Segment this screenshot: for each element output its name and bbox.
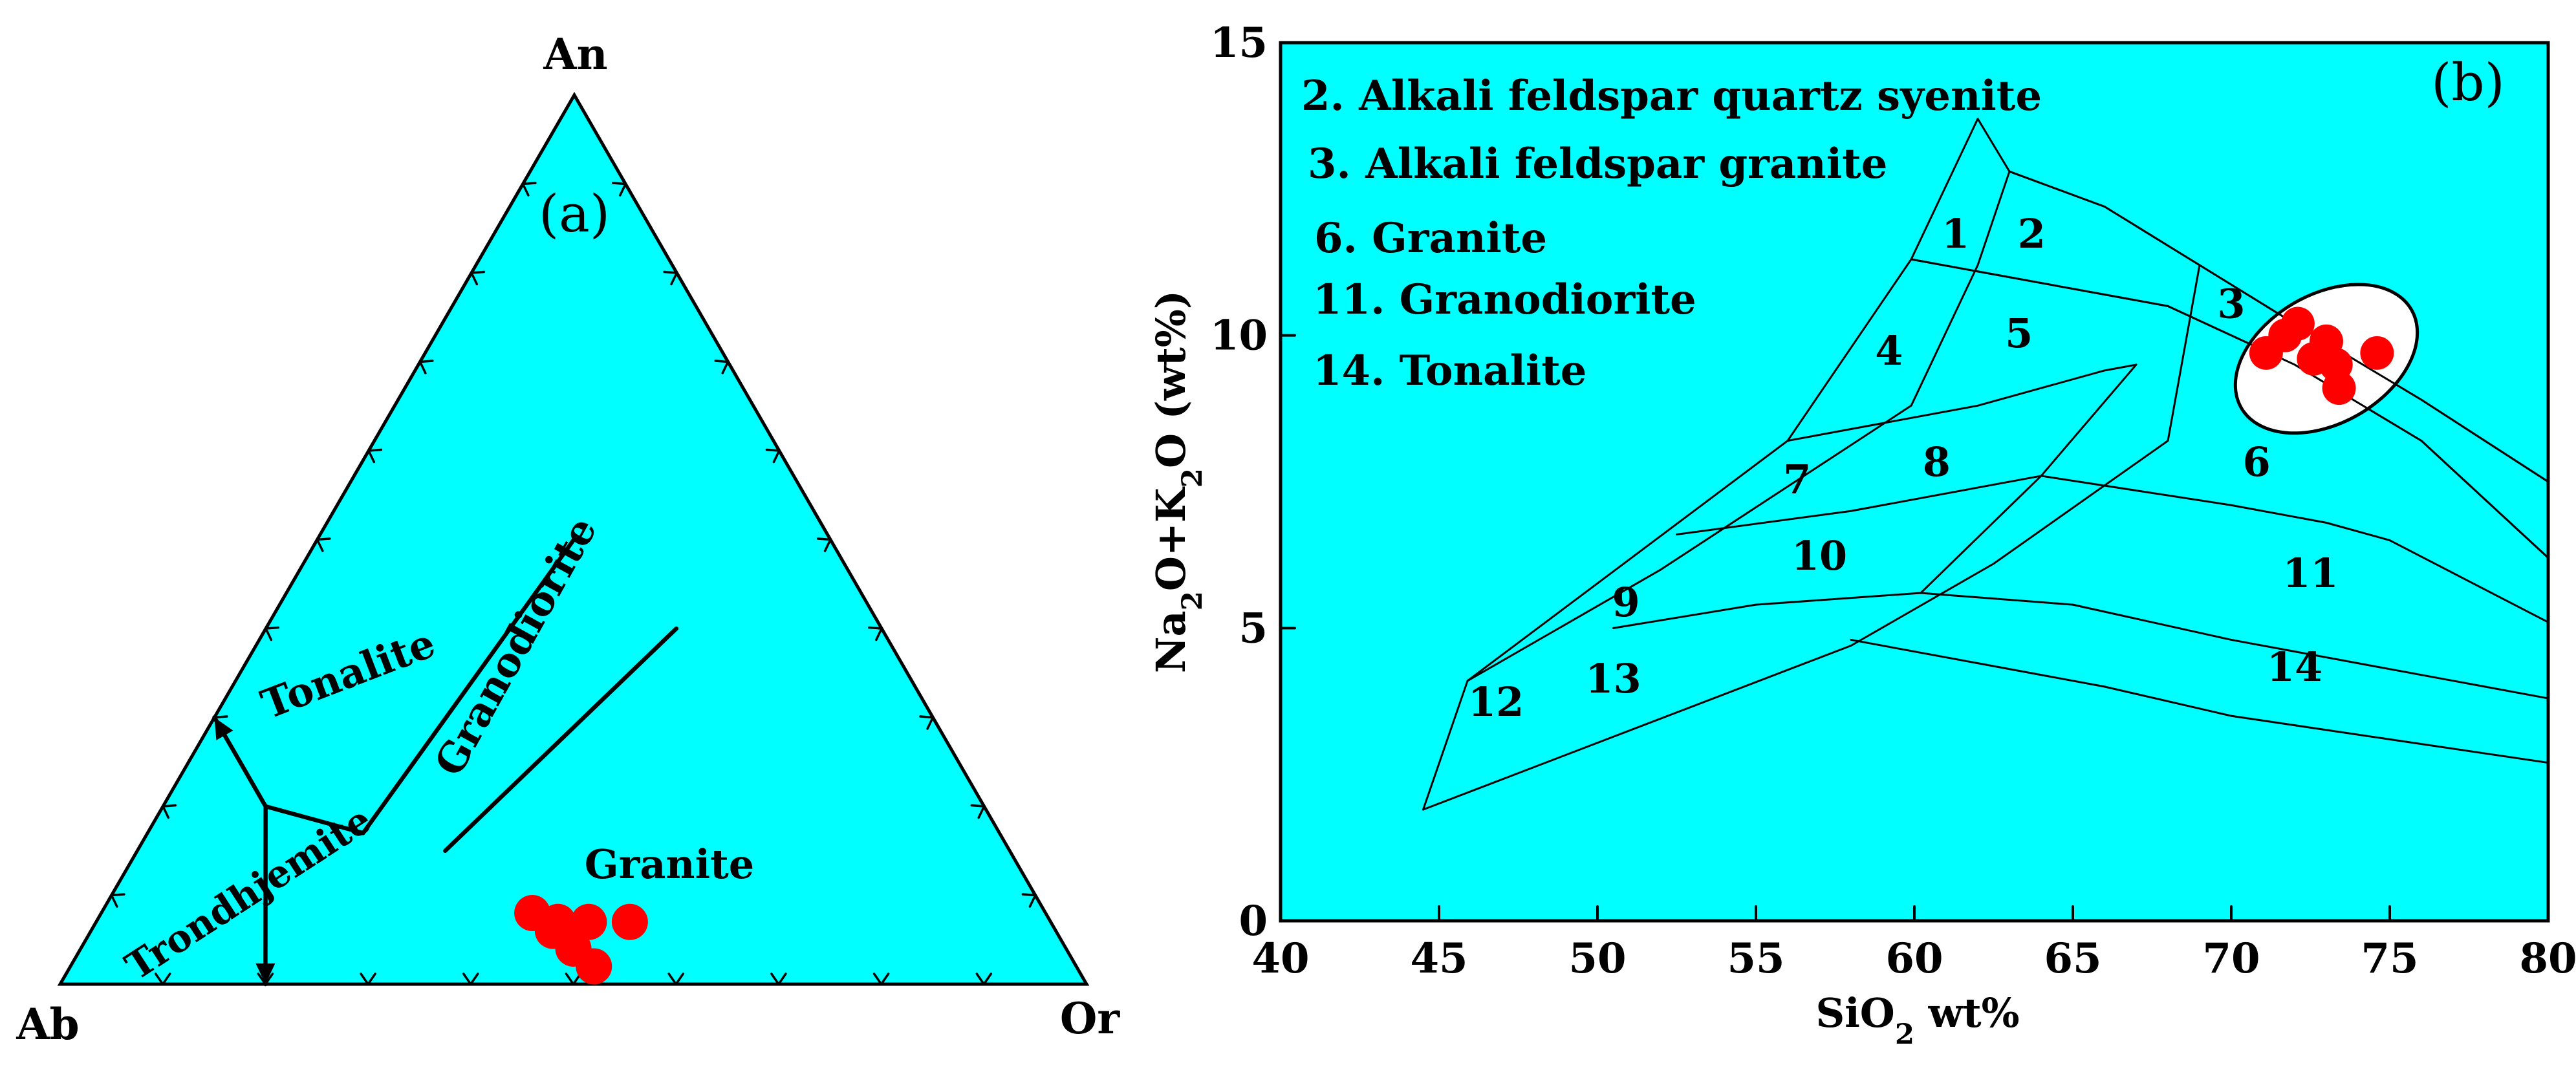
ternary-panel: (a) An Ab Or Tonalite Granodiorite Trond… (16, 29, 1120, 1049)
scatter-data-point (2322, 371, 2356, 405)
field-number-label: 11 (2282, 550, 2338, 597)
field-boundary-overlay (2008, 170, 2549, 483)
ternary-tick (868, 626, 883, 641)
field-boundary (1422, 118, 2011, 811)
ternary-tick (816, 537, 832, 552)
field-boundary (1850, 638, 2549, 764)
ternary-data-point (570, 903, 607, 940)
scatter-data-point (2360, 336, 2394, 370)
y-tick-label: 0 (1239, 897, 1268, 945)
ternary-tick (612, 182, 627, 197)
field-boundary (1920, 363, 2138, 594)
legend-entry: 3. Alkali feldspar granite (1308, 140, 1887, 188)
vertex-label-or: Or (1060, 993, 1120, 1044)
scatter-panel-label: (b) (2431, 52, 2505, 113)
field-number-label: 2 (2018, 210, 2046, 257)
x-axis-title: SiO2 wt% (1815, 989, 2019, 1051)
field-number-label: 13 (1585, 655, 1641, 702)
ternary-tick (1021, 893, 1037, 908)
ternary-tick (663, 270, 678, 286)
ternary-tick (667, 973, 684, 985)
field-number-label: 7 (1783, 456, 1811, 503)
x-tick-label: 65 (2044, 934, 2101, 983)
field-number-label: 5 (2005, 310, 2033, 357)
ternary-arrowhead (255, 963, 276, 984)
x-tick-label: 70 (2202, 934, 2260, 983)
x-tick-label: 55 (1727, 934, 1784, 983)
ternary-boundaries (212, 537, 679, 987)
field-number-label: 9 (1612, 579, 1640, 626)
field-boundary (1676, 475, 2549, 623)
ternary-tick (265, 626, 280, 641)
ternary-data-point (539, 903, 576, 940)
field-number-label: 14 (2267, 643, 2322, 691)
y-tick-label: 5 (1239, 604, 1268, 652)
legend: 2. Alkali feldspar quartz syenite 3. Alk… (1301, 72, 2042, 395)
x-tick-label: 60 (1885, 934, 1943, 983)
ternary-arrowhead (214, 717, 233, 740)
plot-area (1279, 41, 2550, 923)
ternary-tick (765, 448, 781, 464)
legend-entry: 2. Alkali feldspar quartz syenite (1301, 72, 2042, 120)
ternary-tick (110, 893, 125, 908)
ternary-tick (154, 973, 171, 985)
y-axis-title: Na2O+K2O (wt%) (1147, 290, 1209, 673)
ternary-boundary (443, 626, 679, 853)
vertex-label-ab: Ab (16, 999, 79, 1049)
ternary-tick (462, 973, 479, 985)
ternary-tick (162, 804, 177, 819)
ternary-tick (970, 804, 986, 819)
ternary-points (514, 895, 648, 985)
ternary-tick (367, 448, 383, 464)
field-label-granite: Granite (585, 841, 755, 888)
field-number-label: 12 (1468, 678, 1524, 726)
ternary-boundary (361, 537, 576, 835)
legend-entry: 14. Tonalite (1313, 347, 1587, 395)
field-boundary (1612, 592, 2549, 700)
ternary-tick (975, 973, 993, 985)
field-boundary-overlay (1910, 258, 2549, 559)
field-number-label: 1 (1942, 210, 1969, 257)
ternary-tick (360, 973, 376, 985)
ternary-tick (565, 973, 582, 985)
ternary-tick (418, 360, 434, 374)
legend-entry: 6. Granite (1314, 214, 1547, 263)
ternary-data-point (611, 903, 648, 940)
x-tick-label: 45 (1410, 934, 1467, 983)
ternary-tick (714, 360, 730, 374)
ternary-tick (770, 973, 787, 985)
field-number-label: 10 (1791, 532, 1847, 579)
field-boundary (1422, 264, 2201, 811)
axis-ticks (1279, 41, 2549, 922)
x-tick-label: 80 (2519, 934, 2576, 983)
ternary-tick (470, 270, 486, 286)
x-tick-label: 40 (1251, 934, 1309, 983)
scatter-points (2249, 307, 2394, 405)
field-boundary (1466, 170, 2011, 682)
field-number-label: 6 (2243, 438, 2271, 486)
ternary-tick (919, 715, 935, 730)
ternary-ticks (110, 182, 1037, 985)
field-number-label: 3 (2217, 281, 2245, 328)
ternary-tick (316, 537, 331, 552)
x-tick-label: 50 (1568, 934, 1626, 983)
ternary-tick (521, 182, 537, 197)
vertex-label-an: An (543, 29, 607, 80)
field-number-label: 4 (1875, 327, 1903, 374)
ternary-panel-label: (a) (539, 184, 610, 244)
field-number-label: 8 (1923, 438, 1951, 486)
x-tick-label: 75 (2361, 934, 2418, 983)
y-tick-label: 10 (1210, 312, 1268, 360)
ternary-data-point (576, 948, 612, 985)
legend-entry: 11. Granodiorite (1313, 275, 1696, 324)
ternary-tick (872, 973, 890, 985)
scatter-data-point (2280, 307, 2315, 341)
y-tick-label: 15 (1210, 19, 1268, 67)
